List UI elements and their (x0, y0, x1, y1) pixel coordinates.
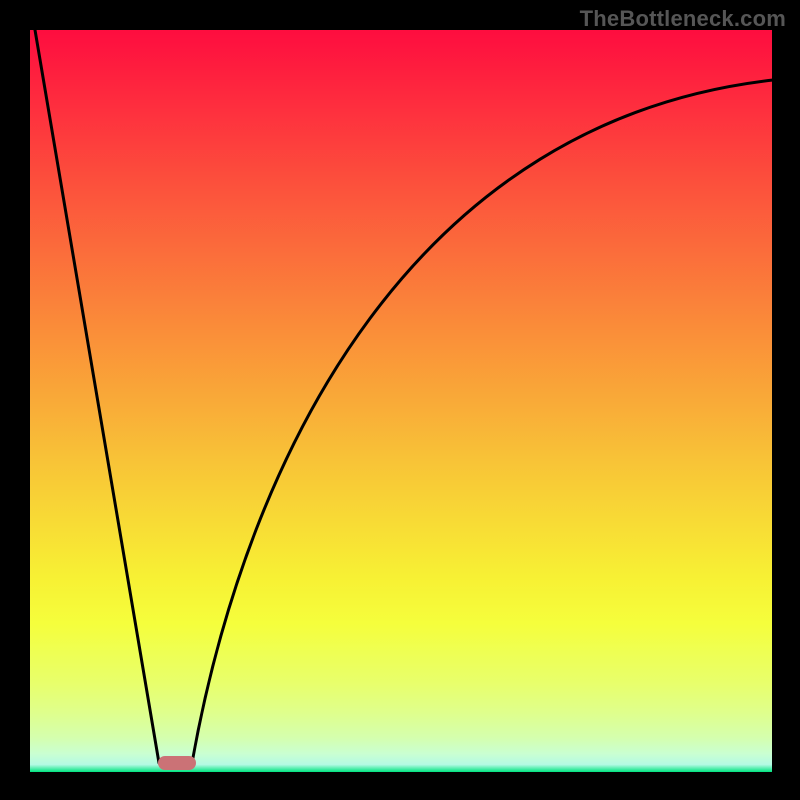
watermark-text: TheBottleneck.com (580, 6, 786, 32)
plot-area (30, 30, 772, 772)
chart-frame: TheBottleneck.com (0, 0, 800, 800)
minimum-marker (158, 756, 196, 770)
